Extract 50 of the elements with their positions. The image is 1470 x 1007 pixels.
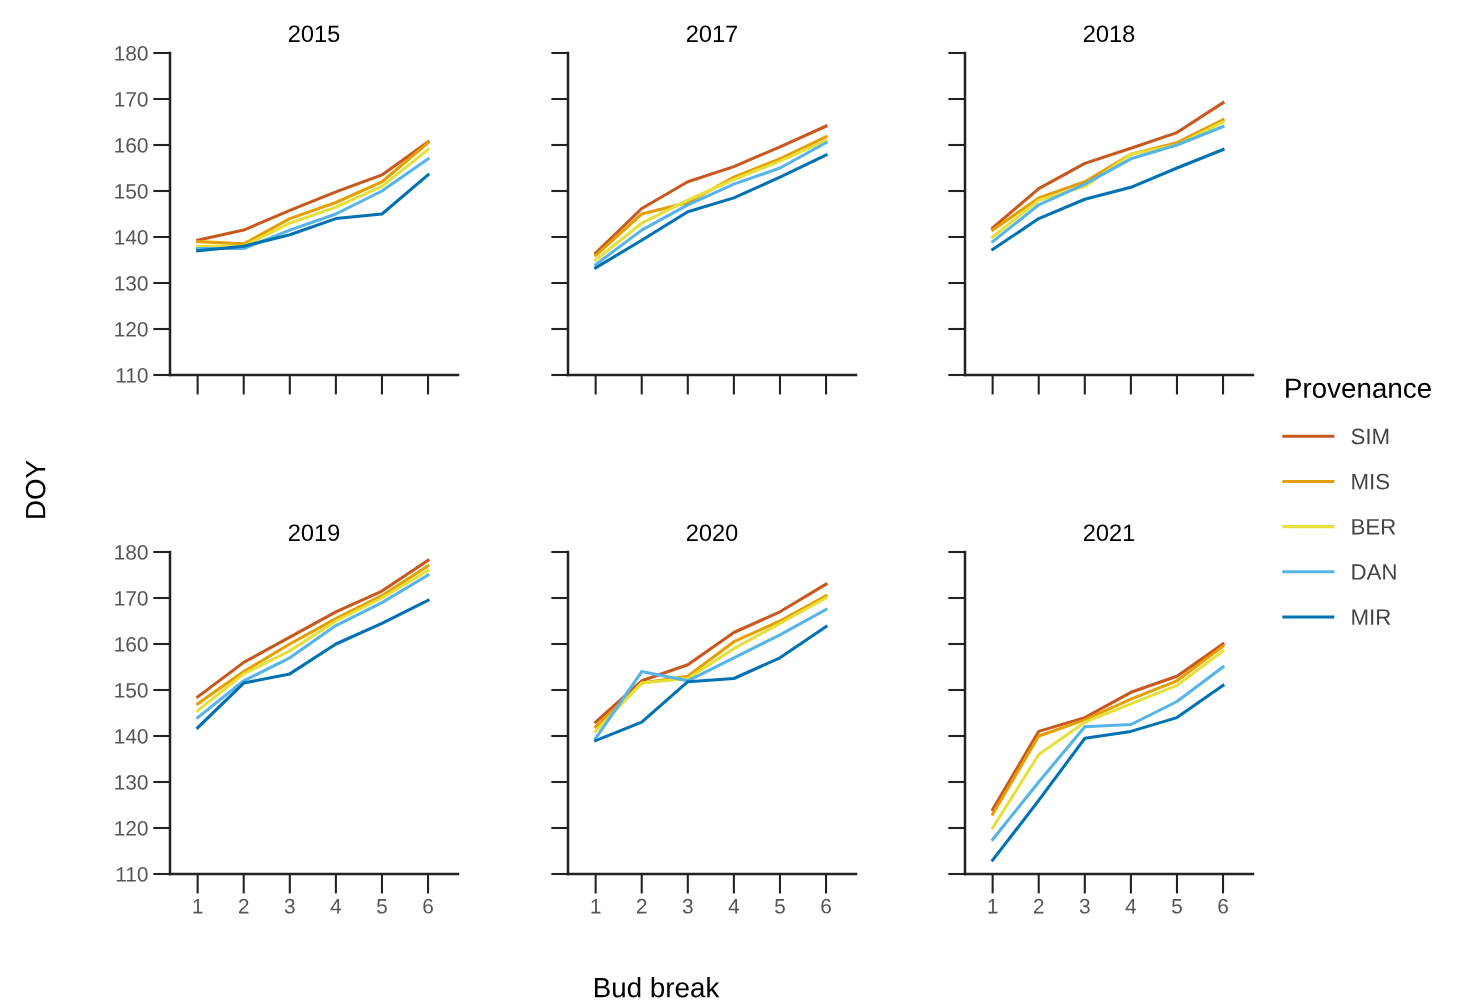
chart-title: 2021 bbox=[1083, 524, 1135, 542]
x-tick-label: 4 bbox=[728, 899, 740, 914]
chart-title: 2019 bbox=[288, 524, 340, 542]
y-tick-label: 150 bbox=[115, 184, 148, 199]
y-tick-label: 130 bbox=[115, 775, 148, 790]
x-tick-label: 2 bbox=[636, 898, 647, 914]
y-tick-label: 180 bbox=[115, 46, 148, 61]
x-tick-label: 2 bbox=[238, 898, 249, 914]
y-tick-label: 160 bbox=[115, 138, 148, 153]
y-tick-label: 150 bbox=[115, 683, 148, 698]
chart-title: 2015 bbox=[288, 25, 340, 43]
y-tick-label: 130 bbox=[115, 276, 148, 291]
chart-title: 2017 bbox=[686, 25, 738, 43]
y-tick-label: 160 bbox=[115, 637, 148, 652]
y-tick-label: 110 bbox=[116, 867, 148, 882]
y-axis-title: DOY bbox=[25, 460, 46, 518]
y-tick-label: 120 bbox=[115, 821, 148, 836]
x-tick-label: 5 bbox=[377, 899, 387, 914]
x-tick-label: 3 bbox=[1079, 898, 1090, 914]
x-tick-label: 5 bbox=[1172, 899, 1182, 914]
legend-label: MIR bbox=[1352, 609, 1391, 625]
x-tick-label: 6 bbox=[1218, 898, 1228, 914]
y-tick-label: 140 bbox=[115, 230, 148, 245]
line-series bbox=[196, 598, 430, 730]
y-tick-label: 140 bbox=[115, 729, 148, 744]
line-series bbox=[196, 173, 430, 253]
x-tick-label: 6 bbox=[821, 898, 831, 914]
x-tick-label: 2 bbox=[1033, 898, 1044, 914]
y-tick-label: 120 bbox=[115, 322, 148, 337]
legend-label: BER bbox=[1352, 519, 1396, 535]
chart-title: 2018 bbox=[1083, 25, 1135, 43]
legend-label: MIS bbox=[1352, 473, 1390, 490]
x-tick-label: 4 bbox=[330, 899, 342, 914]
y-tick-label: 110 bbox=[116, 368, 148, 383]
x-tick-label: 5 bbox=[775, 899, 785, 914]
x-tick-label: 4 bbox=[1125, 899, 1137, 914]
x-axis-title: Bud break bbox=[594, 977, 720, 998]
x-tick-label: 1 bbox=[193, 899, 203, 914]
legend-title: Provenance bbox=[1286, 378, 1431, 399]
x-tick-label: 1 bbox=[591, 899, 601, 914]
x-tick-label: 6 bbox=[423, 898, 433, 914]
legend-label: DAN bbox=[1352, 564, 1396, 580]
legend-label: SIM bbox=[1351, 428, 1389, 445]
x-tick-label: 3 bbox=[284, 898, 295, 914]
x-tick-label: 3 bbox=[682, 898, 693, 914]
y-tick-label: 170 bbox=[115, 591, 148, 606]
y-tick-label: 180 bbox=[115, 545, 148, 560]
y-tick-label: 170 bbox=[115, 92, 148, 107]
x-tick-label: 1 bbox=[988, 899, 998, 914]
chart-title: 2020 bbox=[686, 524, 738, 542]
